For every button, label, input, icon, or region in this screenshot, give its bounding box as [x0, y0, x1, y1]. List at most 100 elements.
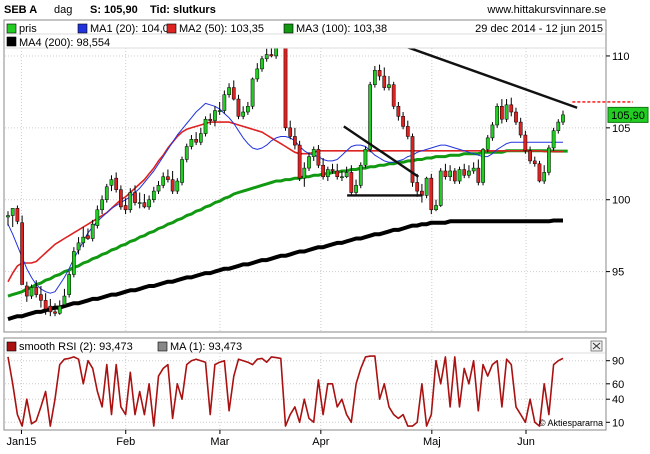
candle-body [48, 305, 53, 313]
candle-body [184, 146, 189, 160]
candle-body [283, 38, 288, 129]
candle-body [123, 205, 128, 211]
candle-body [537, 163, 542, 182]
candle-body [363, 149, 368, 166]
candle-body [114, 177, 119, 190]
candle-body [340, 176, 344, 178]
legend-rsi[interactable]: smooth RSI (2): 93,473 [6, 341, 133, 353]
candle-body [147, 199, 151, 208]
x-tick-label: Jan15 [6, 436, 36, 448]
rsi-polyline [7, 355, 564, 427]
candle-body [387, 84, 391, 88]
candle-body [133, 192, 137, 203]
candle-body [86, 235, 90, 239]
candle-body [481, 149, 485, 183]
x-tick-label: Feb [116, 436, 135, 448]
candle-body [457, 169, 462, 182]
candle-body [551, 130, 556, 149]
legend-ma2[interactable]: MA2 (50): 103,35 [166, 23, 264, 35]
candle-body [321, 164, 325, 177]
candle-body [241, 111, 246, 117]
candle-body [504, 104, 509, 120]
trendline [343, 125, 420, 178]
legend-swatch-icon [157, 341, 168, 352]
candle-body [227, 87, 231, 96]
legend-rsi-ma[interactable]: MA (1): 93,473 [157, 341, 242, 353]
candle-body [443, 170, 448, 177]
legend-ma1[interactable]: MA1 (20): 104,01 [77, 23, 175, 35]
legend-ma4[interactable]: MA4 (200): 98,554 [6, 36, 110, 49]
candle-body [523, 134, 528, 152]
candle-body [358, 164, 363, 186]
candle-body [335, 170, 340, 177]
candle-body [542, 172, 547, 182]
legend-label: MA4 (200): 98,554 [19, 37, 110, 49]
candle-body [462, 169, 467, 176]
candle-body [264, 54, 269, 60]
candle-body [401, 116, 405, 127]
rsi-collapse-button[interactable] [590, 340, 603, 352]
candle-body [109, 179, 114, 186]
candle-body [29, 287, 34, 297]
close-icon [592, 342, 601, 350]
candle-body [391, 84, 396, 107]
candle-body [467, 170, 471, 176]
legend-pris[interactable]: pris [6, 23, 37, 35]
candle-body [434, 205, 438, 211]
candle-body [20, 222, 24, 285]
watermark: © Aktiespararna [539, 418, 603, 428]
period-label: dag [54, 4, 72, 16]
candle-body [424, 177, 429, 196]
x-tick-label: Maj [423, 436, 441, 448]
legend-label: pris [19, 23, 37, 35]
candle-body [293, 136, 297, 146]
candle-body [100, 199, 104, 211]
candle-body [57, 305, 62, 314]
candle-body [344, 172, 349, 177]
price-tick-label: 110 [612, 51, 630, 63]
candle-body [349, 172, 354, 193]
candle-body [556, 121, 561, 131]
x-axis: Jan15 Feb Mar Apr Maj Jun [6, 430, 535, 448]
candle-body [6, 215, 10, 218]
candle-body [514, 111, 518, 123]
candle-body [128, 192, 133, 211]
candle-body [217, 110, 222, 112]
candle-body [528, 150, 532, 162]
candle-body [368, 84, 373, 150]
candle-body [490, 124, 495, 139]
candle-body [382, 75, 387, 88]
candle-body [43, 300, 48, 310]
candle-body [302, 167, 307, 179]
last-price-header: S: 105,90 [90, 4, 138, 16]
legend-swatch-icon [6, 23, 17, 34]
site-label[interactable]: www.hittakursvinnare.se [486, 4, 606, 16]
candle-body [438, 170, 443, 206]
candle-body [95, 209, 100, 226]
candle-body [180, 159, 184, 183]
x-tick-label: Apr [312, 436, 329, 448]
moving-averages [7, 102, 568, 322]
candle-body [161, 176, 166, 186]
candle-body [142, 202, 147, 208]
candle-body [250, 78, 255, 107]
rsi-tick-label: 10 [612, 417, 624, 429]
x-tick-label: Mar [210, 436, 229, 448]
candle-body [194, 139, 198, 143]
candle-body [396, 106, 401, 117]
candle-body [175, 180, 180, 192]
candle-body [500, 106, 504, 120]
legend-ma3[interactable]: MA3 (100): 103,38 [283, 23, 387, 35]
candle-body [297, 144, 302, 179]
candle-body [119, 189, 123, 208]
rsi-y-axis: 10 40 60 90 [606, 356, 624, 429]
candle-body [246, 106, 250, 113]
legend-label: MA (1): 93,473 [170, 341, 242, 353]
candle-body [561, 114, 565, 123]
candle-body [189, 139, 194, 147]
candle-body [236, 98, 241, 117]
candle-body [10, 208, 15, 216]
legend-swatch-icon [283, 23, 294, 34]
candle-body [311, 149, 316, 157]
date-range: 29 dec 2014 - 12 jun 2015 [475, 23, 603, 35]
